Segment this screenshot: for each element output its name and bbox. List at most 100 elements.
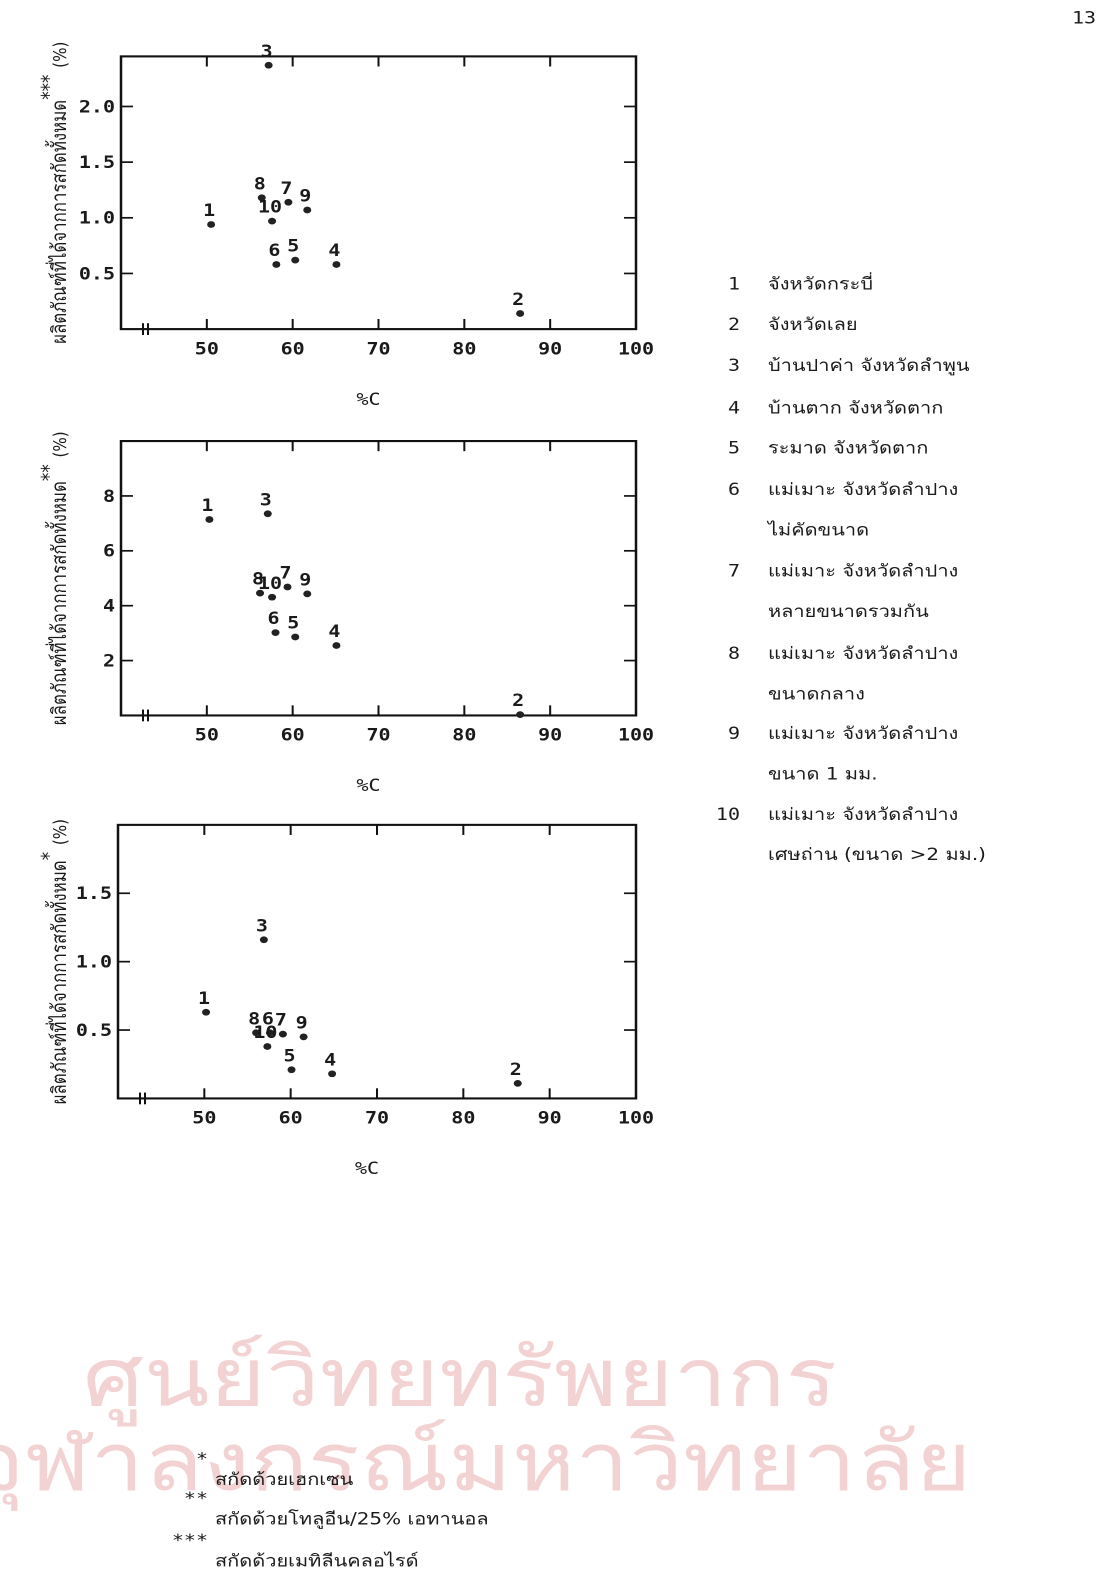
legend-number: 6	[728, 480, 740, 499]
legend-number: 9	[728, 724, 740, 743]
page: ศูนย์วิทยทรัพยากรจุฬาลงกรณ์มหาวิทยาลัย13…	[0, 0, 1098, 1574]
point-label: 4	[324, 1051, 336, 1070]
point-label: 5	[284, 1047, 296, 1066]
y-tick-label: 0.5	[76, 1021, 112, 1040]
data-point	[205, 516, 213, 523]
data-point	[265, 62, 273, 69]
legend-text: แม่เมาะ จังหวัดลำปาง	[768, 562, 958, 581]
y-tick-label: 1.0	[79, 209, 115, 228]
plot-frame	[121, 56, 636, 329]
page-canvas: ศูนย์วิทยทรัพยากรจุฬาลงกรณ์มหาวิทยาลัย13…	[0, 0, 1098, 1574]
footnote-text: สกัดด้วยเฮกเซน	[215, 1470, 354, 1489]
y-tick-label: 1.5	[79, 153, 115, 172]
point-label: 9	[296, 1014, 308, 1033]
y-tick-label: 2.0	[79, 98, 115, 117]
footnote-text: สกัดด้วยเมทิลีนคลอไรด์	[215, 1551, 419, 1571]
data-point	[516, 310, 524, 317]
legend-number: 1	[728, 275, 740, 294]
footnote-mark: *	[196, 1450, 208, 1469]
page-number: 13	[1072, 9, 1096, 28]
legend-text: ขนาดกลาง	[768, 685, 865, 704]
legend-text: ขนาด 1 มม.	[768, 765, 878, 784]
data-point	[272, 261, 280, 268]
data-point	[303, 591, 311, 598]
legend-text: แม่เมาะ จังหวัดลำปาง	[768, 724, 958, 743]
x-tick-label: 60	[281, 340, 305, 359]
legend-text: เศษถ่าน (ขนาด >2 มม.)	[768, 846, 986, 865]
legend-number: 10	[716, 805, 740, 824]
point-label: 4	[328, 242, 340, 261]
data-point	[260, 936, 268, 943]
x-tick-label: 70	[365, 1109, 389, 1128]
y-axis-label-unit: (%)	[50, 42, 71, 68]
x-tick-label: 90	[538, 726, 562, 745]
x-tick-label: 90	[538, 1109, 562, 1128]
data-point	[332, 261, 340, 268]
x-tick-label: 80	[451, 1109, 475, 1128]
point-label: 1	[198, 989, 210, 1008]
x-tick-label: 50	[192, 1109, 216, 1128]
y-axis-label-unit: (%)	[50, 819, 71, 845]
legend-text: บ้านตาก จังหวัดตาก	[768, 399, 943, 418]
data-point	[328, 1070, 336, 1077]
legend-text: แม่เมาะ จังหวัดลำปาง	[768, 644, 958, 663]
point-label: 2	[512, 291, 524, 310]
footnote-mark: **	[184, 1490, 208, 1509]
x-tick-label: 50	[195, 340, 219, 359]
data-point	[279, 1031, 287, 1038]
x-axis-label: %C	[356, 777, 380, 796]
x-tick-label: 100	[618, 726, 654, 745]
legend-number: 4	[728, 399, 740, 418]
point-label: 2	[512, 692, 524, 711]
x-tick-label: 60	[279, 1109, 303, 1128]
footnote-mark: ***	[172, 1532, 208, 1551]
x-tick-label: 100	[618, 1109, 654, 1128]
x-tick-label: 60	[281, 726, 305, 745]
point-label: 6	[267, 610, 279, 629]
data-point	[291, 634, 299, 641]
data-point	[284, 199, 292, 206]
point-label: 7	[280, 179, 292, 198]
point-label: 9	[299, 571, 311, 590]
data-point	[284, 584, 292, 591]
point-label: 5	[287, 614, 299, 633]
point-label: 9	[299, 187, 311, 206]
legend-number: 8	[728, 644, 740, 663]
legend-number: 2	[728, 315, 740, 334]
x-tick-label: 100	[618, 340, 654, 359]
y-axis-label: ผลิตภัณฑ์ที่ได้จากการสกัดทั้งหมด**(%)	[39, 431, 72, 725]
point-label: 1	[201, 497, 213, 516]
legend-text: จังหวัดเลย	[768, 315, 858, 334]
data-point	[207, 221, 215, 228]
legend-text: หลายขนาดรวมกัน	[768, 602, 929, 621]
point-label: 3	[261, 42, 273, 61]
data-point	[264, 510, 272, 517]
x-tick-label: 80	[452, 340, 476, 359]
y-axis-label-text: ผลิตภัณฑ์ที่ได้จากการสกัดทั้งหมด	[44, 100, 71, 344]
y-axis-label-note: **	[39, 464, 62, 481]
data-point	[272, 629, 280, 636]
watermark: ศูนย์วิทยทรัพยากร	[83, 1331, 837, 1427]
legend-text: บ้านปาค่า จังหวัดลำพูน	[768, 357, 970, 376]
point-label: 2	[510, 1060, 522, 1079]
y-tick-label: 1.5	[76, 885, 112, 904]
data-point	[332, 642, 340, 649]
point-label: 5	[287, 237, 299, 256]
legend-number: 5	[728, 439, 740, 458]
point-label: 3	[260, 491, 272, 510]
y-tick-label: 6	[103, 542, 115, 561]
legend-text: แม่เมาะ จังหวัดลำปาง	[768, 805, 958, 824]
data-point	[268, 218, 276, 225]
legend-text: ไม่คัดขนาด	[766, 520, 869, 540]
y-axis-label: ผลิตภัณฑ์ที่ได้จากการสกัดทั้งหมด*(%)	[39, 819, 72, 1104]
x-tick-label: 80	[452, 726, 476, 745]
point-label: 10	[253, 1023, 277, 1042]
data-point	[516, 711, 524, 718]
footnote-text: สกัดด้วยโทลูอีน/25% เอทานอล	[215, 1509, 489, 1529]
y-tick-label: 8	[103, 487, 115, 506]
legend-text: จังหวัดกระบี่	[768, 272, 873, 294]
data-point	[303, 207, 311, 214]
data-point	[202, 1009, 210, 1016]
data-point	[288, 1066, 296, 1073]
x-axis-label: %C	[356, 390, 380, 409]
